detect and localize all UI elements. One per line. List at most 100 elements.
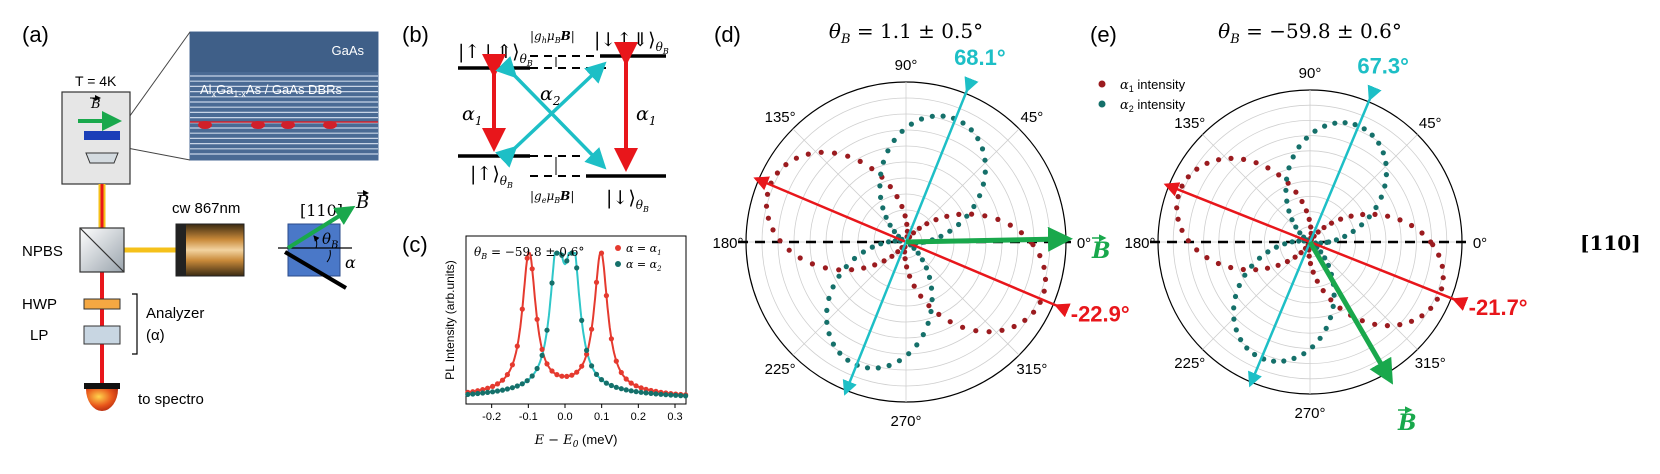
spectrum-axes (465, 235, 687, 405)
spectrum-point-1 (574, 369, 580, 375)
spectrum-point-2 (608, 382, 615, 389)
spectrum-point-2 (683, 393, 689, 399)
polar-point-2 (878, 241, 884, 247)
polar-point-1 (1228, 155, 1234, 161)
polar-point-1 (797, 255, 803, 261)
polar-point-2 (980, 181, 987, 187)
polar-point-1 (1360, 211, 1366, 218)
polar-point-2 (938, 233, 944, 239)
polar-point-1 (793, 155, 800, 161)
polar-point-1 (764, 191, 771, 197)
polar-point-1 (1265, 165, 1271, 171)
dir-110-label: [110] (300, 201, 343, 220)
polar-point-1 (969, 211, 975, 217)
polar-point-1 (1041, 264, 1047, 270)
polar-point-1 (861, 265, 867, 271)
polar-point-1 (805, 151, 811, 157)
polar-point-2 (851, 255, 858, 262)
polar-tick-label: 180° (1124, 235, 1155, 252)
spectrum-point-2 (564, 258, 570, 264)
polar-legend1-marker (1098, 80, 1106, 88)
spectrum-point-2 (589, 363, 595, 369)
polar-grid-spoke (792, 241, 907, 356)
gh-label: |ghμBB| (530, 29, 575, 45)
temperature-label: T = 4K (75, 73, 117, 89)
polar-point-1 (1037, 253, 1043, 259)
spectrum-point-1 (554, 372, 560, 378)
polar-point-2 (885, 148, 891, 154)
polar-point-2 (883, 214, 889, 220)
spectrum-point-2 (499, 387, 506, 393)
polar-point-2 (906, 351, 912, 357)
b-vector-label-inset: B (355, 192, 369, 213)
polar-point-1 (907, 273, 913, 279)
lp (83, 325, 121, 345)
polar-point-2 (1231, 305, 1237, 311)
polar-point-2 (1238, 337, 1244, 343)
legend1-marker-c (615, 245, 621, 251)
spectrum-point-1 (559, 373, 565, 379)
spectrum-point-1 (564, 373, 570, 379)
spectrum-point-1 (579, 363, 585, 369)
polar-point-1 (1216, 157, 1222, 163)
spectrum-point-1 (529, 266, 535, 272)
polar-title-d: θB = 1.1 ± 0.5° (829, 19, 983, 47)
polar-point-2 (947, 228, 953, 234)
spectrum-point-2 (504, 386, 510, 392)
polar-point-1 (1179, 227, 1185, 233)
polar-tick-label: 0° (1077, 235, 1091, 252)
polar-point-2 (940, 113, 946, 119)
polar-point-2 (1289, 217, 1295, 223)
polar-b-label: B (1397, 410, 1417, 436)
polar-point-2 (1286, 208, 1292, 214)
spectrum-point-2 (494, 388, 501, 394)
analyzer-alpha: (α) (146, 327, 165, 344)
polar-point-2 (1242, 272, 1248, 278)
spectrum-point-2 (643, 390, 649, 396)
polar-point-1 (1240, 266, 1246, 273)
spectrum-point-2 (485, 389, 491, 395)
spectrum-point-1 (509, 362, 515, 368)
spectrum-point-1 (539, 346, 545, 352)
polar-legend2-marker (1098, 100, 1106, 108)
spectrum-point-2 (623, 387, 629, 393)
polar-point-2 (824, 307, 830, 313)
polar-point-2 (928, 308, 934, 315)
polar-tick-label: 270° (890, 413, 921, 430)
polar-point-1 (1315, 229, 1321, 235)
polar-point-1 (887, 184, 893, 190)
dbr-label: AlxGa1-xAs / GaAs DBRs (200, 82, 343, 99)
spectrum-point-2 (465, 391, 471, 397)
spectrum-point-2 (648, 390, 654, 396)
state-top-right: |↓↑⇓⟩θB (594, 29, 669, 56)
polar-point-2 (836, 273, 842, 279)
polar-tick-label: 135° (765, 109, 796, 126)
spectrum-point-1 (490, 383, 496, 389)
sample (84, 131, 120, 140)
polar-tick-label: 45° (1419, 115, 1442, 132)
state-top-left: |↑↓⇑⟩θB (458, 41, 533, 68)
polar-point-2 (1366, 214, 1372, 220)
spectrum-point-1 (569, 372, 575, 378)
spectrum-point-1 (549, 368, 555, 374)
polar-point-2 (956, 221, 962, 228)
polar-point-2 (928, 285, 935, 291)
spectrum-ticks: -0.2 -0.1 0.0 0.1 0.2 0.3 (482, 404, 683, 423)
polar-point-1 (809, 261, 816, 267)
spectrum-point-1 (618, 369, 624, 376)
polar-point-1 (944, 213, 950, 219)
polar-point-1 (956, 211, 962, 217)
polar-point-1 (1419, 230, 1425, 236)
polar-point-2 (864, 365, 871, 371)
polar-point-2 (1252, 351, 1258, 358)
polar-point-1 (902, 256, 908, 262)
polar-point-1 (783, 162, 789, 168)
polar-point-1 (973, 328, 979, 334)
polar-point-1 (1397, 322, 1403, 328)
polar-point-2 (1284, 198, 1290, 204)
polar-point-1 (1042, 276, 1049, 282)
polar-point-2 (891, 137, 897, 143)
polar-point-2 (837, 350, 843, 356)
polar-point-1 (1194, 247, 1200, 253)
